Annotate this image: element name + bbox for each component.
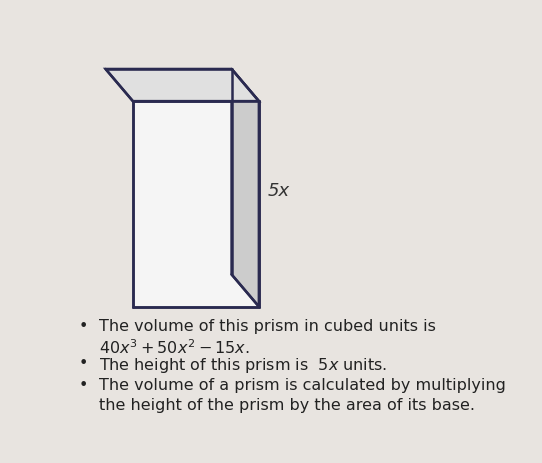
- Text: The volume of a prism is calculated by multiplying: The volume of a prism is calculated by m…: [99, 377, 506, 392]
- Text: •: •: [79, 355, 88, 370]
- Text: •: •: [79, 318, 88, 333]
- Text: •: •: [79, 377, 88, 392]
- Polygon shape: [231, 70, 259, 307]
- Polygon shape: [106, 70, 259, 102]
- Text: 5x: 5x: [267, 182, 289, 200]
- Polygon shape: [133, 102, 259, 307]
- Text: the height of the prism by the area of its base.: the height of the prism by the area of i…: [99, 397, 475, 412]
- Text: The volume of this prism in cubed units is: The volume of this prism in cubed units …: [99, 318, 436, 333]
- Text: The height of this prism is  $5x$ units.: The height of this prism is $5x$ units.: [99, 355, 388, 374]
- Text: $40x^3+50x^2-15x$.: $40x^3+50x^2-15x$.: [99, 338, 250, 357]
